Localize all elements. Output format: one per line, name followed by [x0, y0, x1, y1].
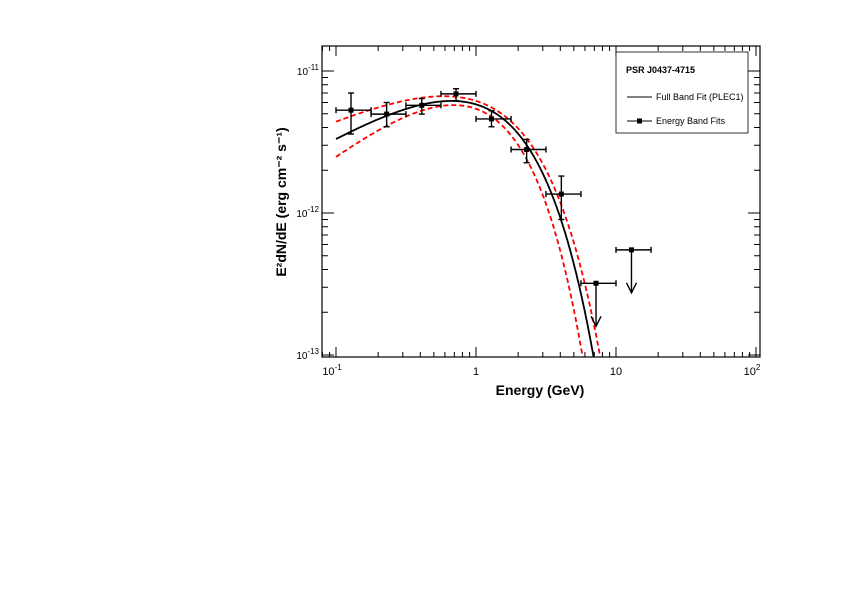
x-axis-label: Energy (GeV) [496, 382, 585, 398]
legend-marker-points [637, 118, 642, 124]
legend-entry-points: Energy Band Fits [656, 116, 726, 126]
upper-limit [615, 246, 652, 295]
point-marker [384, 111, 390, 117]
data-points [335, 88, 652, 328]
y-axis-label: E²dN/dE (erg cm⁻² s⁻¹) [273, 127, 289, 276]
point-marker [419, 102, 425, 108]
data-point [370, 101, 407, 128]
y-tick-label: 10-12 [296, 205, 319, 220]
band-upper-curve [335, 95, 602, 357]
model-curve [335, 100, 595, 357]
x-tick-label: 10 [610, 366, 622, 378]
curves [335, 95, 602, 357]
point-marker [593, 280, 599, 286]
upper-limit [580, 280, 617, 328]
y-tick-label: 10-11 [297, 63, 320, 78]
point-marker [558, 191, 564, 197]
y-tick-label: 10-13 [296, 347, 319, 362]
point-marker [628, 247, 634, 253]
data-point [510, 138, 547, 164]
data-point [440, 88, 477, 102]
legend: PSR J0437-4715 Full Band Fit (PLEC1) Ene… [615, 51, 749, 134]
data-point [475, 110, 512, 128]
point-marker [348, 107, 354, 113]
point-marker [488, 116, 494, 122]
data-point [545, 175, 582, 221]
data-point [405, 97, 442, 115]
band-lower-curve [335, 104, 584, 357]
point-marker [524, 147, 530, 153]
legend-title: PSR J0437-4715 [626, 65, 695, 75]
legend-entry-model: Full Band Fit (PLEC1) [656, 92, 744, 102]
x-tick-label: 102 [744, 363, 761, 378]
data-point [335, 92, 372, 135]
x-tick-label: 1 [473, 366, 479, 378]
point-marker [453, 91, 459, 97]
arrow-down-icon [625, 282, 638, 295]
x-tick-label: 10-1 [322, 363, 342, 378]
plot-frame [321, 45, 761, 358]
axis-ticks [321, 46, 760, 357]
arrow-down-icon [590, 315, 602, 328]
